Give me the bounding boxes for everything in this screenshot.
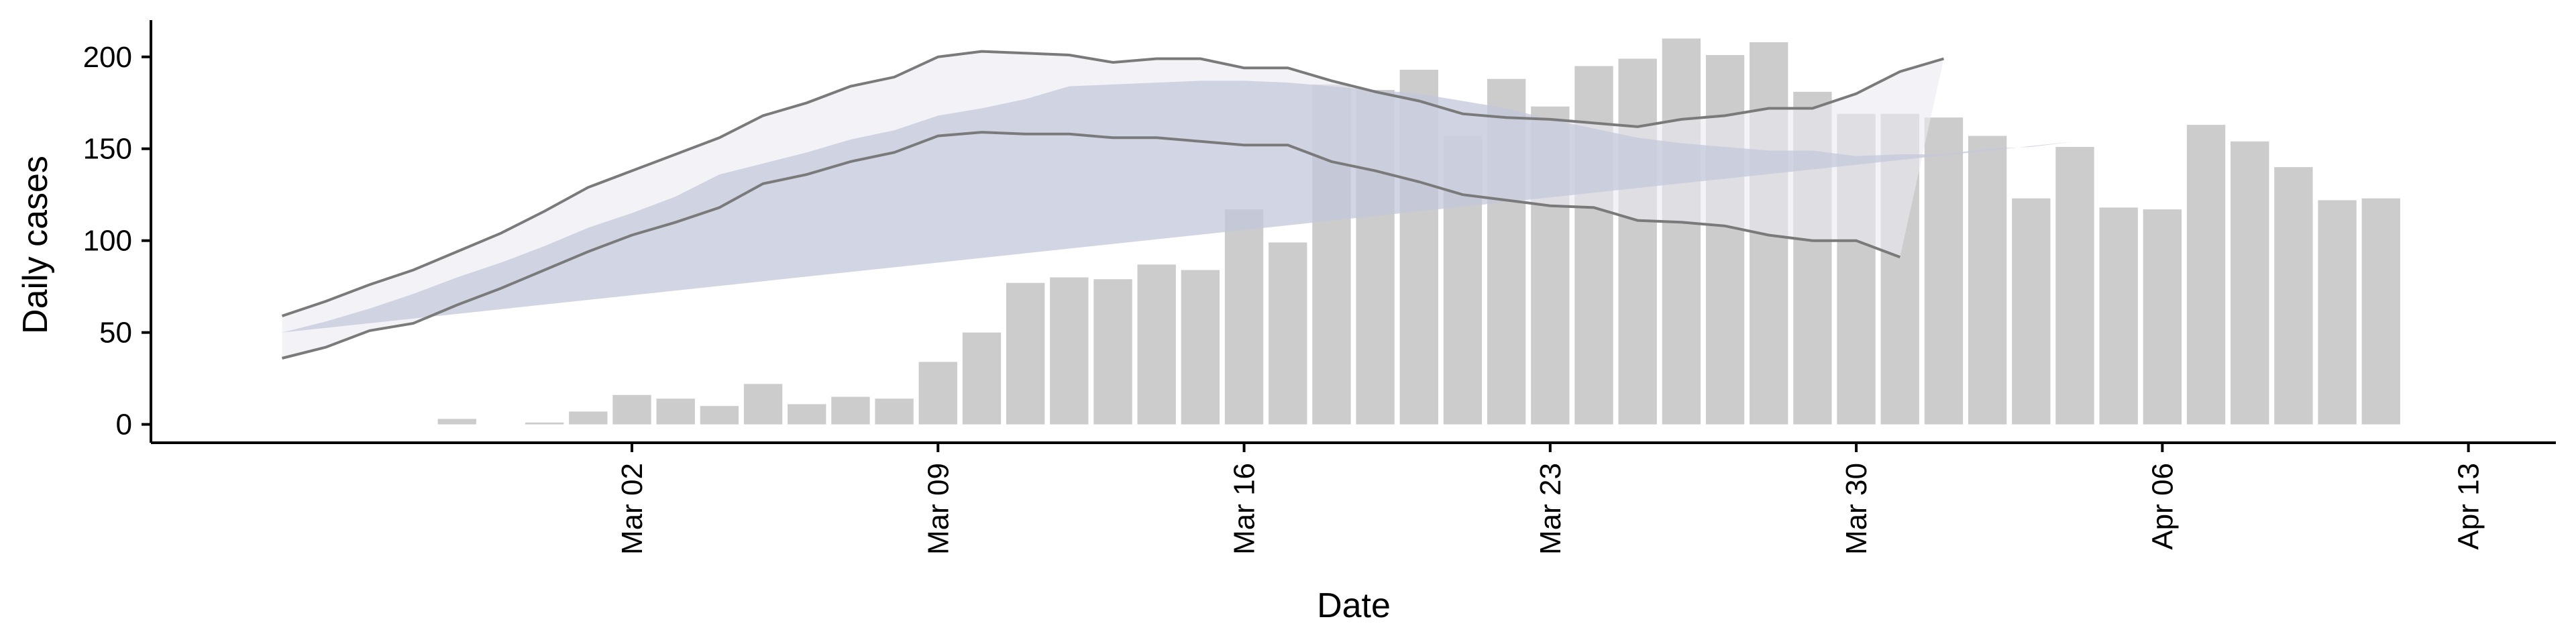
outer-upper-line (281, 50, 1945, 317)
x-tick-label-2020-04-06: Apr 06 (2146, 463, 2179, 550)
bar-2020-03-15 (1181, 270, 1220, 425)
bar-2020-03-12 (1050, 277, 1089, 425)
y-tick-label-0: 0 (116, 409, 132, 441)
bar-2020-03-11 (1006, 282, 1045, 425)
x-axis-title: Date (1317, 586, 1391, 625)
bar-2020-03-06 (788, 404, 826, 425)
x-tick-label-2020-03-30: Mar 30 (1840, 463, 1873, 555)
bar-2020-04-03 (2012, 198, 2051, 425)
bar-2020-02-29 (525, 422, 564, 425)
bar-2020-03-26 (1662, 38, 1701, 425)
nowcast-band (281, 50, 2075, 360)
bar-2020-04-01 (1924, 117, 1964, 425)
bar-2020-03-17 (1269, 242, 1307, 425)
x-tick-label-2020-03-23: Mar 23 (1534, 463, 1567, 555)
bar-2020-04-08 (2231, 141, 2269, 425)
bar-2020-04-02 (1968, 136, 2007, 425)
bar-2020-03-27 (1705, 55, 1745, 425)
y-tick-label-200: 200 (83, 41, 132, 74)
bar-2020-03-04 (700, 406, 739, 425)
bar-2020-03-01 (569, 411, 608, 425)
y-tick-label-100: 100 (83, 225, 132, 258)
bar-2020-02-27 (437, 419, 476, 425)
bar-2020-04-11 (2361, 198, 2400, 425)
y-tick-label-50: 50 (99, 317, 132, 350)
x-tick-label-2020-03-16: Mar 16 (1228, 463, 1261, 555)
y-tick-label-150: 150 (83, 133, 132, 166)
bar-2020-03-13 (1093, 279, 1132, 425)
bar-2020-03-24 (1574, 66, 1613, 425)
bar-2020-04-09 (2274, 167, 2313, 425)
x-tick-label-2020-03-02: Mar 02 (616, 463, 649, 555)
bar-2020-03-03 (656, 398, 695, 425)
bar-2020-03-10 (962, 332, 1002, 425)
bar-2020-03-16 (1224, 209, 1264, 425)
bar-2020-03-08 (875, 398, 914, 425)
bar-2020-03-07 (831, 396, 870, 425)
bar-2020-03-14 (1137, 264, 1176, 425)
bar-2020-04-07 (2186, 125, 2226, 425)
x-tick-label-2020-03-09: Mar 09 (922, 463, 955, 555)
x-tick-label-2020-04-13: Apr 13 (2453, 463, 2485, 550)
bar-2020-04-04 (2055, 147, 2094, 425)
y-axis-title: Daily cases (16, 156, 55, 334)
bar-2020-04-05 (2099, 207, 2138, 425)
bar-2020-04-06 (2143, 209, 2182, 425)
axes: 0 50 100 150 200 Mar 02 Mar 09 Mar 16 Mar 23 Mar … (83, 20, 2556, 555)
bar-2020-03-25 (1618, 58, 1657, 425)
inner-band (282, 80, 2075, 333)
plot-area: 0 50 100 150 200 Mar 02 Mar 09 Mar 16 Mar 23 Mar … (83, 20, 2556, 555)
bar-2020-03-05 (743, 384, 783, 425)
outer-lower-line (282, 131, 1901, 360)
bar-2020-04-10 (2318, 200, 2357, 425)
bar-2020-03-09 (918, 362, 957, 425)
bar-2020-03-02 (612, 394, 651, 425)
